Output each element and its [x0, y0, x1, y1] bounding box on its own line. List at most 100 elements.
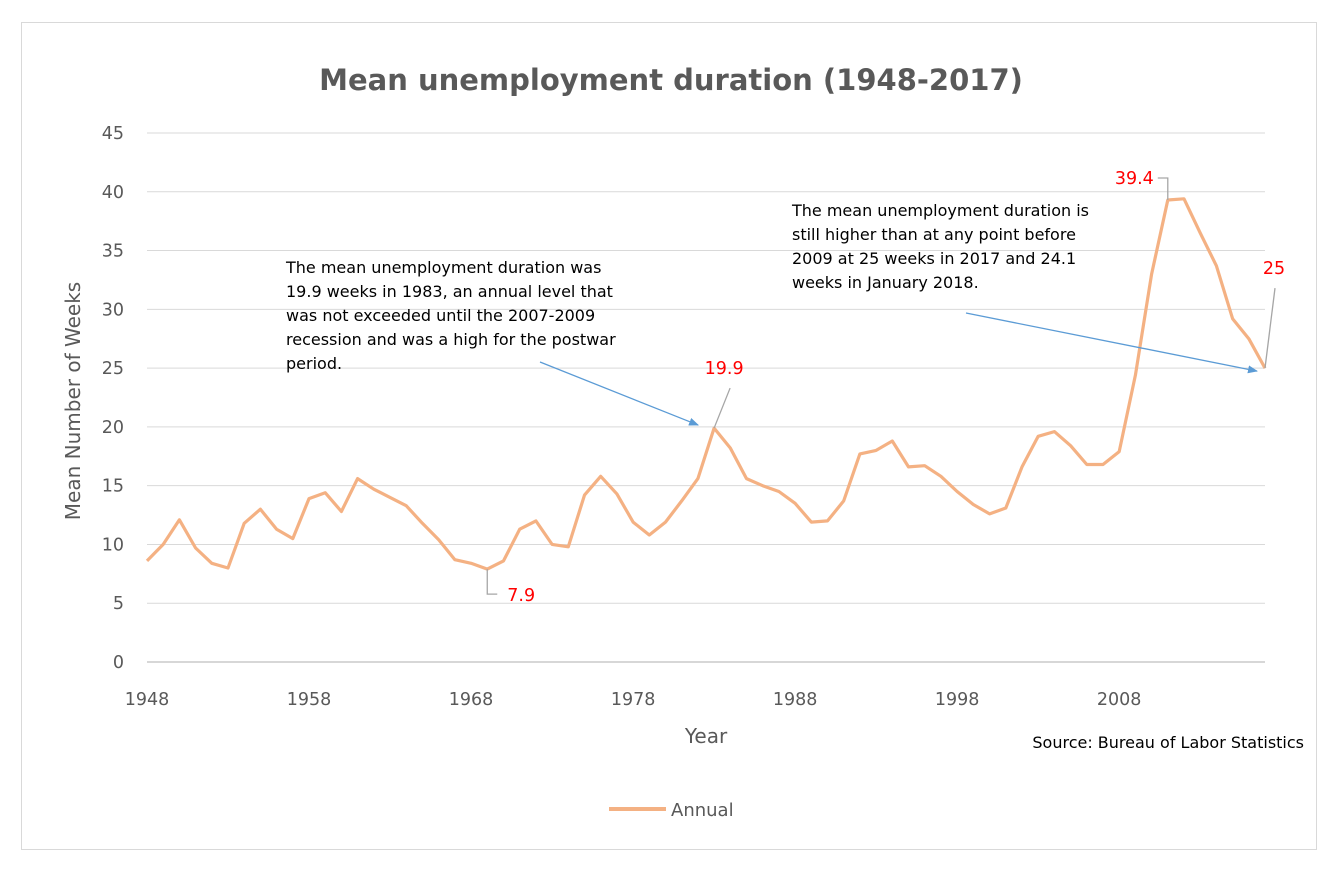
- annotation-line: 19.9 weeks in 1983, an annual level that: [286, 282, 613, 301]
- data-point: [226, 566, 230, 570]
- data-point: [858, 452, 862, 456]
- data-point: [437, 538, 441, 542]
- data-point: [599, 474, 603, 478]
- data-point: [404, 504, 408, 508]
- legend-label-annual: Annual: [671, 800, 734, 821]
- data-point: [874, 448, 878, 452]
- data-point: [1133, 373, 1137, 377]
- x-axis-ticks: 1948 1958 1968 1978 1988 1998 2008: [125, 690, 1142, 710]
- y-axis-title: Mean Number of Weeks: [61, 282, 85, 520]
- chart-title: Mean unemployment duration (1948-2017): [319, 63, 1023, 97]
- series-line-annual: [145, 197, 1267, 571]
- label-leader-line: [713, 387, 731, 429]
- data-point: [145, 559, 149, 563]
- annotation-line: was not exceeded until the 2007-2009: [286, 306, 595, 325]
- data-point: [1247, 337, 1251, 341]
- data-point: [1182, 197, 1186, 201]
- y-tick-label: 0: [113, 653, 124, 673]
- x-tick-label: 1978: [611, 690, 656, 710]
- data-label: 7.9: [507, 586, 535, 606]
- data-point: [663, 520, 667, 524]
- data-point: [988, 512, 992, 516]
- data-point: [582, 493, 586, 497]
- annotation-arrow: [539, 361, 700, 426]
- data-point: [1198, 231, 1202, 235]
- data-point: [566, 545, 570, 549]
- data-point: [890, 439, 894, 443]
- data-point: [809, 520, 813, 524]
- gridlines: [147, 132, 1265, 604]
- data-point: [388, 495, 392, 499]
- x-axis-title: Year: [684, 724, 728, 748]
- data-point: [177, 518, 181, 522]
- data-point: [647, 533, 651, 537]
- data-point: [550, 542, 554, 546]
- data-point: [680, 499, 684, 503]
- annotation-line: The mean unemployment duration is: [791, 201, 1089, 220]
- data-point: [615, 492, 619, 496]
- data-point: [1085, 463, 1089, 467]
- x-tick-label: 1948: [125, 690, 170, 710]
- data-point: [469, 561, 473, 565]
- y-tick-label: 25: [102, 359, 124, 379]
- annotations: The mean unemployment duration was 19.9 w…: [285, 201, 1258, 426]
- data-point: [777, 490, 781, 494]
- data-point: [1150, 272, 1154, 276]
- annotation-arrow: [965, 312, 1258, 374]
- data-point: [842, 499, 846, 503]
- data-point: [161, 542, 165, 546]
- label-leader-line: [1157, 177, 1169, 201]
- data-point: [291, 537, 295, 541]
- data-point: [258, 507, 262, 511]
- data-point: [534, 519, 538, 523]
- data-label: 25: [1263, 259, 1285, 279]
- data-point: [275, 527, 279, 531]
- data-point: [971, 502, 975, 506]
- y-tick-label: 10: [102, 535, 124, 555]
- data-point: [1117, 450, 1121, 454]
- data-point: [696, 477, 700, 481]
- data-point: [242, 521, 246, 525]
- annotation-line: period.: [286, 354, 342, 373]
- annotation-line: weeks in January 2018.: [792, 273, 979, 292]
- data-point: [453, 558, 457, 562]
- y-tick-label: 15: [102, 477, 124, 497]
- label-leader-line: [486, 569, 498, 595]
- source-note: Source: Bureau of Labor Statistics: [1032, 733, 1304, 752]
- data-point: [631, 520, 635, 524]
- x-tick-label: 1988: [773, 690, 818, 710]
- data-point: [793, 501, 797, 505]
- data-point: [907, 465, 911, 469]
- data-point: [356, 477, 360, 481]
- y-tick-label: 45: [102, 124, 124, 144]
- x-tick-label: 2008: [1097, 690, 1142, 710]
- data-point: [1020, 465, 1024, 469]
- data-point: [1214, 264, 1218, 268]
- series-layer: [145, 197, 1267, 571]
- data-point: [939, 474, 943, 478]
- x-tick-label: 1998: [935, 690, 980, 710]
- data-point: [955, 490, 959, 494]
- data-point: [745, 477, 749, 481]
- data-point: [1231, 317, 1235, 321]
- data-label: 39.4: [1115, 169, 1154, 189]
- y-axis-ticks: 0 5 10 15 20 25 30 35 40 45: [102, 124, 124, 673]
- data-point: [323, 491, 327, 495]
- data-point: [1069, 444, 1073, 448]
- data-point: [923, 464, 927, 468]
- legend: Annual: [609, 800, 734, 821]
- data-point: [728, 446, 732, 450]
- data-point: [1101, 463, 1105, 467]
- y-tick-label: 40: [102, 183, 124, 203]
- annotation-line: recession and was a high for the postwar: [286, 330, 616, 349]
- data-label: 19.9: [705, 359, 744, 379]
- data-point: [194, 546, 198, 550]
- data-point: [826, 519, 830, 523]
- y-tick-label: 20: [102, 418, 124, 438]
- data-point: [210, 561, 214, 565]
- y-tick-label: 35: [102, 242, 124, 262]
- data-point: [372, 487, 376, 491]
- label-leader-line: [1264, 288, 1276, 369]
- callouts: 7.9 19.9 39.4 25: [486, 169, 1285, 606]
